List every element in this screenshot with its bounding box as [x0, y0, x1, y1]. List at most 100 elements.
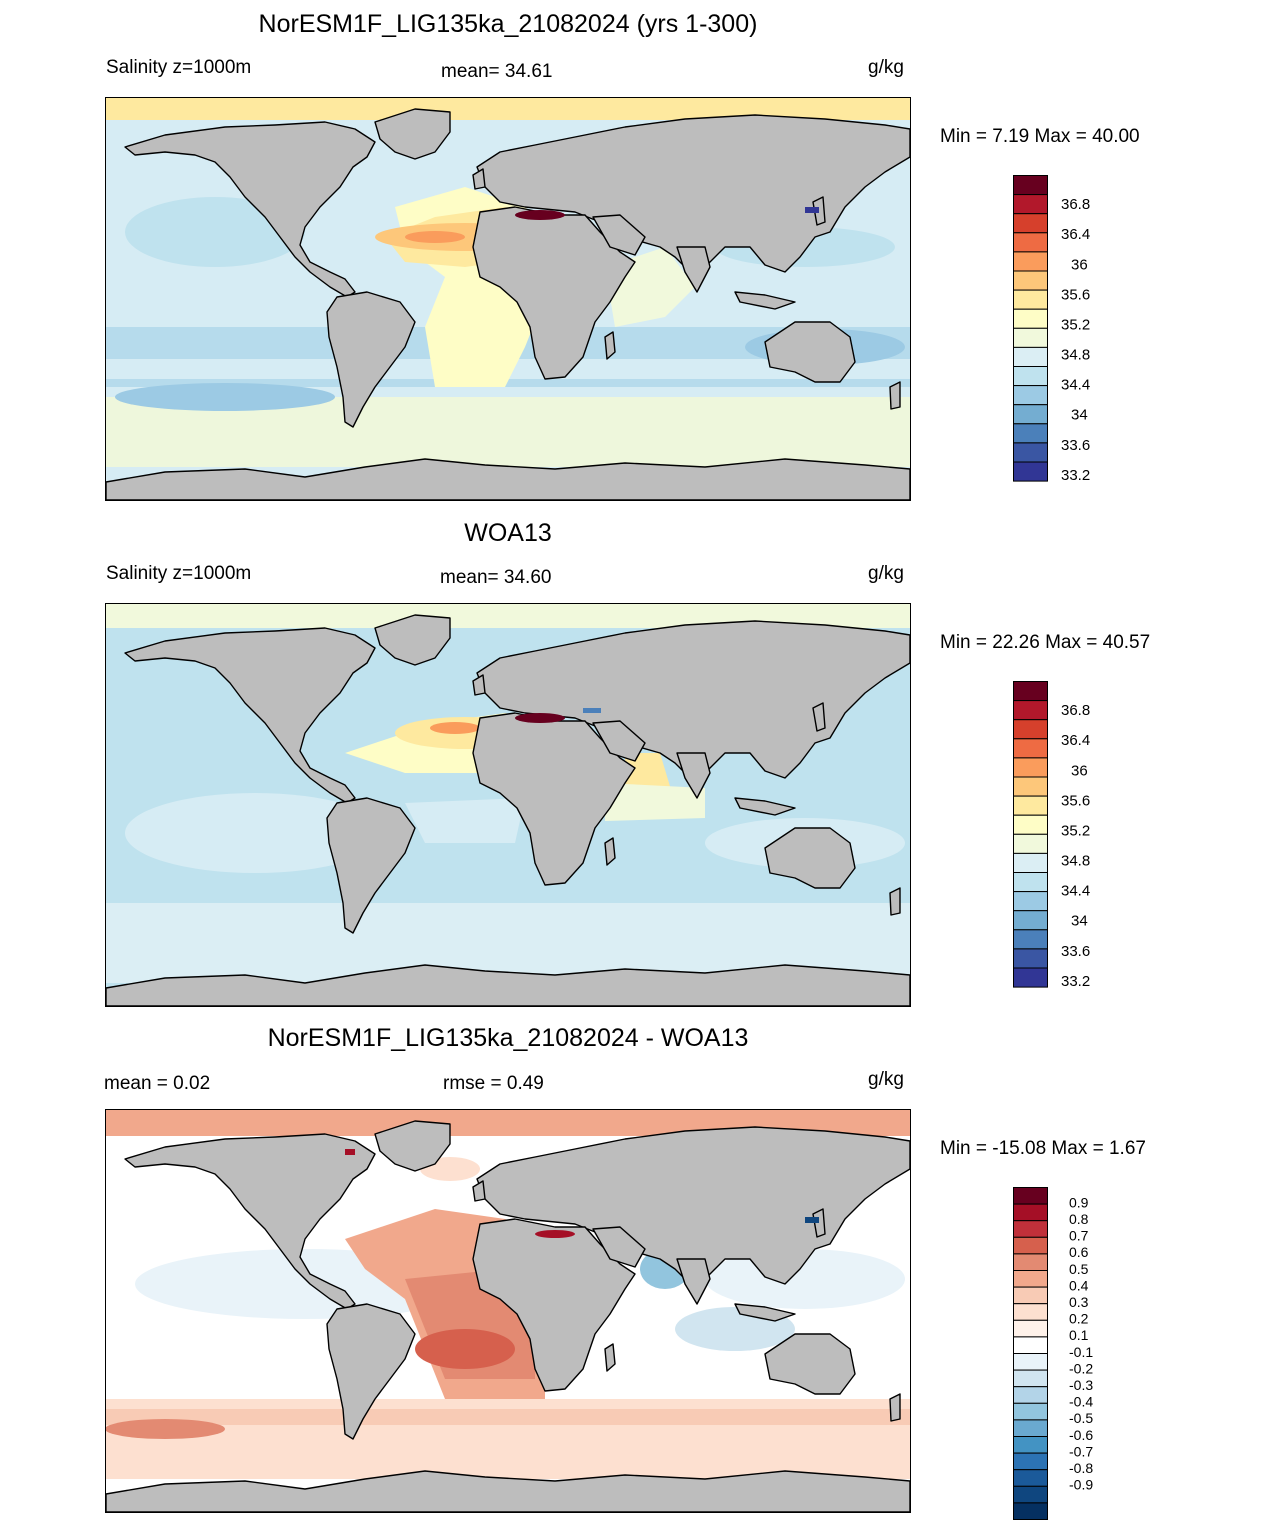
colorbar-3-swatch	[1013, 1286, 1048, 1305]
panel-3-colorbar: 0.9 0.8 0.7 0.6 0.5 0.4 0.3 0.2 0.1 -0.1 -0.2 -0.3-…	[1013, 1187, 1133, 1527]
colorbar-2-swatch	[1013, 833, 1048, 854]
colorbar-3-swatch	[1013, 1336, 1048, 1354]
colorbar-1-tick-label: 34	[1071, 407, 1088, 424]
colorbar-3-tick-label: 0.8	[1069, 1211, 1089, 1227]
colorbar-1-swatch	[1013, 232, 1048, 253]
colorbar-1-swatch	[1013, 366, 1048, 387]
colorbar-1-swatch	[1013, 385, 1048, 406]
colorbar-2-swatch	[1013, 681, 1048, 702]
panel-3-title: NorESM1F_LIG135ka_21082024 - WOA13	[267, 1024, 749, 1052]
colorbar-3-tick-label: 0.4	[1069, 1277, 1089, 1293]
colorbar-3-tick-label: -0.7	[1069, 1443, 1093, 1459]
colorbar-1-swatch	[1013, 327, 1048, 348]
colorbar-2-tick-label: 33.2	[1061, 973, 1090, 990]
colorbar-2-swatch	[1013, 910, 1048, 931]
colorbar-3-tick-label: -0.8	[1069, 1460, 1093, 1476]
colorbar-3-swatch	[1013, 1220, 1048, 1238]
panel-2-title: WOA13	[464, 519, 552, 547]
colorbar-2-swatch	[1013, 929, 1048, 950]
colorbar-3-tick-label: 0.3	[1069, 1294, 1089, 1310]
colorbar-3-swatch	[1013, 1469, 1048, 1487]
panel-1-minmax: Min = 7.19 Max = 40.00	[940, 126, 1140, 147]
colorbar-2-swatch	[1013, 719, 1048, 740]
colorbar-3-swatch	[1013, 1353, 1048, 1371]
colorbar-3-tick-label: -0.6	[1069, 1427, 1093, 1443]
panel-1-title: NorESM1F_LIG135ka_21082024 (yrs 1-300)	[258, 10, 758, 38]
panel-1-colorbar: 36.8 36.4 36 35.6 35.2 34.8 34.4 34 33.6 33.2	[1013, 175, 1133, 495]
colorbar-3-swatch	[1013, 1485, 1048, 1504]
colorbar-1-swatch	[1013, 442, 1048, 463]
panel-2-colorbar: 36.8 36.4 36 35.6 35.2 34.8 34.4 34 33.6 33.2	[1013, 681, 1133, 1001]
colorbar-3-swatch	[1013, 1203, 1048, 1222]
colorbar-1-tick-label: 36.4	[1061, 226, 1090, 243]
colorbar-3-tick-label: 0.9	[1069, 1194, 1089, 1210]
panel-2-minmax: Min = 22.26 Max = 40.57	[940, 632, 1151, 653]
panel-1-mean-label: mean= 34.61	[441, 61, 553, 82]
panel-2-mean-label: mean= 34.60	[440, 567, 552, 588]
colorbar-3-swatch	[1013, 1236, 1048, 1255]
colorbar-2-tick-label: 35.6	[1061, 792, 1090, 809]
colorbar-3-tick-label: -0.9	[1069, 1477, 1093, 1493]
colorbar-1-swatch	[1013, 346, 1048, 367]
panel-3-mean-label: mean = 0.02	[104, 1073, 211, 1094]
colorbar-2-swatch	[1013, 967, 1048, 988]
panel-1-units-label: g/kg	[868, 57, 904, 78]
colorbar-1-tick-label: 36	[1071, 256, 1088, 273]
colorbar-3-swatch	[1013, 1253, 1048, 1272]
colorbar-2-tick-label: 36.8	[1061, 702, 1090, 719]
colorbar-1-swatch	[1013, 270, 1048, 291]
colorbar-1-tick-label: 35.6	[1061, 286, 1090, 303]
colorbar-2-swatch	[1013, 795, 1048, 816]
panel-2-units-label: g/kg	[868, 563, 904, 584]
colorbar-3-tick-label: 0.1	[1069, 1327, 1089, 1343]
colorbar-1-swatch	[1013, 194, 1048, 215]
colorbar-1-tick-label: 33.2	[1061, 467, 1090, 484]
colorbar-1-swatch	[1013, 175, 1048, 196]
panel-3-minmax: Min = -15.08 Max = 1.67	[940, 1138, 1146, 1159]
colorbar-3-swatch	[1013, 1270, 1048, 1288]
colorbar-3-swatch	[1013, 1419, 1048, 1437]
colorbar-1-swatch	[1013, 461, 1048, 482]
colorbar-1-swatch	[1013, 213, 1048, 234]
colorbar-2-swatch	[1013, 738, 1048, 759]
colorbar-3-tick-label: -0.1	[1069, 1344, 1093, 1360]
panel-1-variable-label: Salinity z=1000m	[106, 57, 252, 78]
colorbar-2-swatch	[1013, 872, 1048, 893]
colorbar-3-tick-label: -0.5	[1069, 1410, 1093, 1426]
colorbar-1-tick-label: 34.8	[1061, 347, 1090, 364]
colorbar-3-swatch	[1013, 1319, 1048, 1338]
colorbar-2-swatch	[1013, 757, 1048, 778]
colorbar-3-swatch	[1013, 1303, 1048, 1321]
colorbar-2-swatch	[1013, 891, 1048, 912]
colorbar-1-swatch	[1013, 308, 1048, 329]
panel-3-units-label: g/kg	[868, 1069, 904, 1090]
colorbar-3-swatch	[1013, 1369, 1048, 1388]
colorbar-2-tick-label: 33.6	[1061, 943, 1090, 960]
colorbar-1-tick-label: 34.4	[1061, 377, 1090, 394]
colorbar-3-tick-label: 0.7	[1069, 1228, 1089, 1244]
colorbar-3-tick-label: 0.2	[1069, 1311, 1089, 1327]
colorbar-1-swatch	[1013, 289, 1048, 310]
colorbar-3-swatch	[1013, 1386, 1048, 1404]
colorbar-2-tick-label: 34.8	[1061, 853, 1090, 870]
colorbar-1-swatch	[1013, 423, 1048, 444]
colorbar-3-swatch	[1013, 1436, 1048, 1454]
colorbar-3-tick-label: -0.4	[1069, 1394, 1093, 1410]
colorbar-1-tick-label: 36.8	[1061, 196, 1090, 213]
colorbar-3-swatch	[1013, 1452, 1048, 1471]
colorbar-3-swatch	[1013, 1402, 1048, 1421]
colorbar-2-swatch	[1013, 776, 1048, 797]
colorbar-3-swatch	[1013, 1502, 1048, 1520]
colorbar-2-tick-label: 36	[1071, 762, 1088, 779]
panel-2-variable-label: Salinity z=1000m	[106, 563, 252, 584]
colorbar-2-swatch	[1013, 700, 1048, 721]
colorbar-3-tick-label: -0.3	[1069, 1377, 1093, 1393]
colorbar-3-tick-label: 0.6	[1069, 1244, 1089, 1260]
panel-3-rmse-label: rmse = 0.49	[443, 1073, 544, 1094]
panel-1-map	[105, 97, 911, 501]
panel-2-map	[105, 603, 911, 1007]
colorbar-1-tick-label: 35.2	[1061, 316, 1090, 333]
colorbar-2-tick-label: 34	[1071, 913, 1088, 930]
colorbar-1-tick-label: 33.6	[1061, 437, 1090, 454]
